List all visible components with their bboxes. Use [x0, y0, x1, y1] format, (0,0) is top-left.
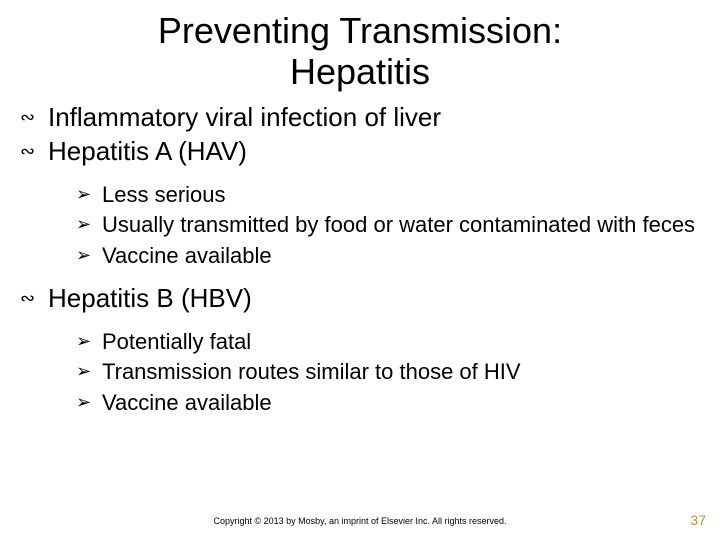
- list-subitem-text: Usually transmitted by food or water con…: [102, 211, 695, 239]
- list-item-text: Inflammatory viral infection of liver: [48, 101, 441, 134]
- list-subitem: ➢ Vaccine available: [76, 389, 700, 417]
- slide-number: 37: [690, 512, 706, 528]
- list-item: ∾ Hepatitis A (HAV): [20, 135, 700, 168]
- bullet-icon: ∾: [20, 101, 48, 129]
- list-subitem: ➢ Potentially fatal: [76, 328, 700, 356]
- title-line-2: Hepatitis: [290, 51, 430, 92]
- slide-title: Preventing Transmission: Hepatitis: [0, 0, 720, 93]
- bullet-icon: ∾: [20, 135, 48, 163]
- list-subitem: ➢ Less serious: [76, 181, 700, 209]
- list-subitem-text: Less serious: [102, 181, 226, 209]
- list-subitem-text: Vaccine available: [102, 389, 272, 417]
- list-subitem-text: Transmission routes similar to those of …: [102, 358, 521, 386]
- arrow-icon: ➢: [76, 358, 102, 383]
- list-item-text: Hepatitis A (HAV): [48, 135, 247, 168]
- copyright-text: Copyright © 2013 by Mosby, an imprint of…: [0, 516, 720, 526]
- arrow-icon: ➢: [76, 328, 102, 353]
- arrow-icon: ➢: [76, 181, 102, 206]
- list-item: ∾ Inflammatory viral infection of liver: [20, 101, 700, 134]
- list-subitem: ➢ Usually transmitted by food or water c…: [76, 211, 700, 239]
- title-line-1: Preventing Transmission:: [158, 10, 562, 51]
- list-item: ∾ Hepatitis B (HBV): [20, 282, 700, 315]
- arrow-icon: ➢: [76, 211, 102, 236]
- list-subitem-text: Vaccine available: [102, 242, 272, 270]
- slide: Preventing Transmission: Hepatitis ∾ Inf…: [0, 0, 720, 540]
- bullet-icon: ∾: [20, 282, 48, 310]
- arrow-icon: ➢: [76, 389, 102, 414]
- arrow-icon: ➢: [76, 242, 102, 267]
- list-subitem: ➢ Vaccine available: [76, 242, 700, 270]
- list-subitem: ➢ Transmission routes similar to those o…: [76, 358, 700, 386]
- list-item-text: Hepatitis B (HBV): [48, 282, 252, 315]
- slide-body: ∾ Inflammatory viral infection of liver …: [0, 93, 720, 417]
- list-subitem-text: Potentially fatal: [102, 328, 251, 356]
